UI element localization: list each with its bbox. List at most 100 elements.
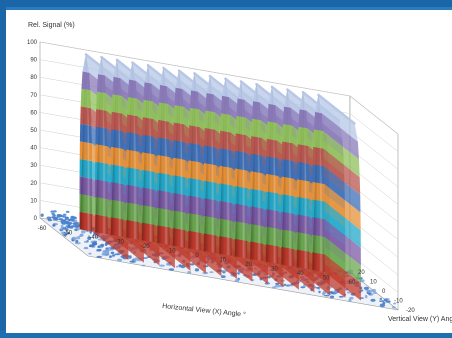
surface-chart: 0102030405060708090100-60-50-40-30-20-10… [27,22,452,323]
noise-point [190,263,195,266]
peak-shade [126,62,139,240]
y-tick-label: -10 [394,299,403,305]
noise-point [392,306,396,309]
x-tick-label: 50 [323,276,330,282]
noise-point [75,239,79,243]
noise-point [89,245,94,248]
noise-point [109,255,112,259]
x-tick-label: 40 [297,271,304,277]
peak-shade [219,78,232,256]
peak-band-side [318,95,358,142]
noise-point [194,268,200,272]
noise-point [62,215,66,218]
noise-point [385,300,391,303]
noise-point [54,217,58,220]
chart-panel: 0 10 20 30 40 50 60 70 80 90 100 -60 -50 -40 -30 -20 -10… [6,7,452,333]
noise-point [315,286,320,289]
z-tick-label: 40 [30,146,37,152]
noise-point [364,294,368,299]
noise-point [59,218,64,221]
noise-point [359,279,365,283]
noise-point [67,225,71,228]
noise-point [141,264,146,267]
noise-point [74,228,78,231]
x-tick-label: 0 [195,253,199,259]
noise-point [52,224,56,227]
peak-shade [172,70,186,248]
noise-point [283,283,287,286]
noise-point [87,236,92,240]
noise-point [349,296,354,300]
noise-point [367,289,373,293]
z-tick-label: 10 [30,198,37,204]
z-tick-label: 70 [30,93,37,99]
z-tick-label: 90 [30,58,37,64]
noise-point [175,265,179,268]
grid-line [39,41,399,135]
x-tick-label: 30 [271,267,278,273]
noise-point [379,297,383,300]
x-tick-label: -60 [38,226,47,232]
noise-point [382,301,386,305]
noise-point [234,279,240,283]
z-axis-label: Rel. Signal (%) [28,22,75,29]
noise-point [368,292,372,295]
peak-cap [317,93,356,125]
peak-band-side [323,148,361,195]
noise-point [56,214,61,217]
noise-point [62,227,67,230]
peak-band-side [324,184,361,231]
noise-point [68,218,72,221]
noise-point [333,290,338,294]
noise-point [71,218,75,221]
noise-point [51,216,55,219]
y-tick-label: 0 [382,289,386,295]
noise-point [76,236,81,240]
peak-band-side [323,130,360,178]
noise-point [88,252,92,255]
z-tick-label: 50 [30,128,37,134]
peak-shade [281,89,294,267]
x-tick-label: 20 [245,262,252,268]
y-tick-label: 20 [358,270,365,276]
y-tick-label: -20 [406,308,415,314]
noise-point [117,258,123,262]
peak-shade [79,54,93,232]
tick-labels: 0102030405060708090100-60-50-40-30-20-10… [27,40,415,314]
x-tick-label: 10 [219,258,226,264]
noise-point [96,248,102,252]
noise-point [96,255,103,258]
noise-point [178,264,182,268]
noise-point [105,249,111,252]
noise-point [363,286,369,290]
noise-point [110,251,115,255]
noise-point [129,260,135,263]
noise-point [61,220,66,223]
noise-point [329,295,335,299]
noise-point [187,271,192,274]
noise-point [60,224,64,228]
y-tick-label: 10 [370,280,377,286]
noise-point [83,247,89,250]
noise-point [81,230,86,234]
noise-point [379,300,385,302]
noise-point [134,257,139,261]
noise-point [79,233,84,237]
noise-point [209,271,214,273]
noise-point [47,218,52,222]
noise-point [60,231,67,235]
noise-point [112,254,116,256]
peak-band-side [321,113,359,160]
noise-point [360,297,364,299]
noise-point [324,294,330,297]
z-tick-label: 0 [34,216,38,222]
z-tick-label: 30 [30,163,37,169]
noise-point [106,250,110,255]
peak-shade [203,76,217,254]
peak-band-side [324,236,361,283]
noise-point [159,264,165,267]
peak-shade [141,65,155,243]
x-tick-label: -50 [63,231,72,237]
peak-band-side [324,254,361,301]
noise-point [53,210,57,213]
